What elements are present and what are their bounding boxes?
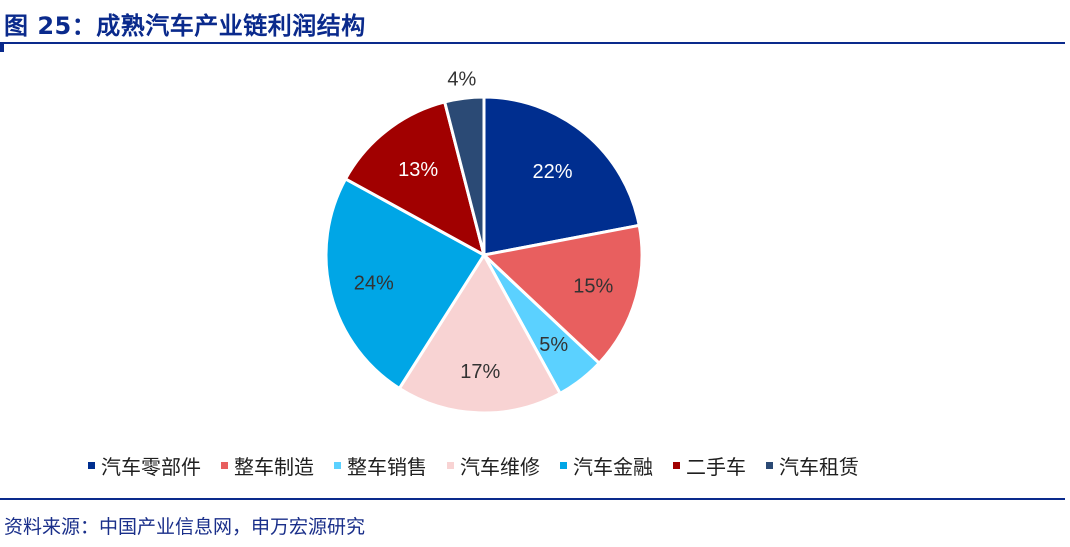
title-underline-tick [0, 42, 4, 52]
legend-item-2: 整车销售 [334, 451, 427, 480]
title-underline [0, 42, 1065, 44]
legend-swatch-4 [560, 462, 567, 469]
legend-label-4: 汽车金融 [573, 455, 653, 479]
data-label-2: 5% [539, 334, 568, 356]
data-label-1: 15% [573, 276, 613, 298]
legend-label-1: 整车制造 [234, 455, 314, 479]
data-label-6: 4% [447, 68, 476, 90]
legend-swatch-5 [673, 462, 680, 469]
figure-title: 图 25：成熟汽车产业链利润结构 [4, 12, 366, 40]
legend-label-3: 汽车维修 [460, 455, 540, 479]
pie-slice-4 [324, 177, 486, 390]
legend-swatch-3 [447, 462, 454, 469]
legend-item-0: 汽车零部件 [88, 451, 201, 480]
pie-slice-1 [482, 223, 644, 365]
footer-rule [0, 498, 1065, 500]
pie-labels: 22% 15% 5% 17% 24% 13% 4% [354, 68, 614, 382]
legend-swatch-1 [221, 462, 228, 469]
data-label-5: 13% [398, 159, 438, 181]
legend-item-6: 汽车租赁 [766, 451, 859, 480]
legend-label-0: 汽车零部件 [101, 455, 201, 479]
legend-item-1: 整车制造 [221, 451, 314, 480]
pie-slice-5 [344, 100, 486, 257]
legend-label-2: 整车销售 [347, 455, 427, 479]
data-label-3: 17% [460, 361, 500, 383]
source-note: 资料来源：中国产业信息网，申万宏源研究 [4, 516, 366, 538]
legend-label-5: 二手车 [686, 455, 746, 479]
legend-swatch-0 [88, 462, 95, 469]
legend-swatch-6 [766, 462, 773, 469]
legend-item-5: 二手车 [673, 451, 746, 480]
pie-slice-0 [482, 95, 641, 257]
chart-legend: 汽车零部件 整车制造 整车销售 汽车维修 汽车金融 二手车 汽车租赁 [88, 451, 879, 480]
legend-item-3: 汽车维修 [447, 451, 540, 480]
legend-label-6: 汽车租赁 [779, 455, 859, 479]
legend-item-4: 汽车金融 [560, 451, 653, 480]
legend-swatch-2 [334, 462, 341, 469]
pie-slice-3 [397, 253, 562, 415]
pie-slices [324, 95, 644, 415]
data-label-0: 22% [532, 161, 572, 183]
data-label-4: 24% [354, 272, 394, 294]
pie-slice-6 [443, 95, 486, 257]
